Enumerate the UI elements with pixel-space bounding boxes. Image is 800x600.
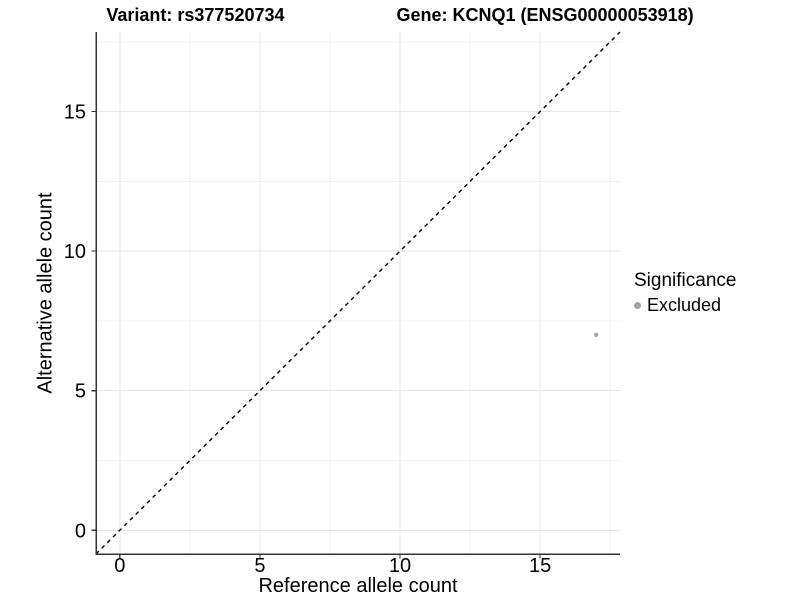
legend-item-excluded: Excluded — [634, 295, 736, 316]
x-tick-label: 15 — [529, 555, 551, 577]
y-tick-label: 0 — [75, 520, 86, 542]
x-axis-title: Reference allele count — [258, 575, 458, 597]
x-tick-label: 5 — [254, 555, 265, 577]
y-axis-title: Alternative allele count — [34, 192, 57, 394]
x-tick-label: 10 — [389, 555, 411, 577]
x-tick-label: 0 — [114, 555, 125, 577]
data-point — [593, 332, 599, 338]
y-tick-label: 5 — [75, 381, 86, 403]
legend-title: Significance — [634, 270, 737, 291]
identity-line — [95, 31, 621, 555]
legend-item-label: Excluded — [647, 295, 722, 315]
plot-title: Variant: rs377520734 Gene: KCNQ1 (ENSG00… — [0, 5, 800, 26]
legend: Significance Excluded — [634, 270, 736, 316]
legend-key-dot — [634, 302, 641, 309]
plot-title-gene: Gene: KCNQ1 (ENSG00000053918) — [396, 5, 694, 25]
plot-title-variant: Variant: rs377520734 — [106, 5, 285, 25]
y-tick-label: 15 — [64, 102, 86, 124]
y-tick-label: 10 — [64, 241, 86, 263]
